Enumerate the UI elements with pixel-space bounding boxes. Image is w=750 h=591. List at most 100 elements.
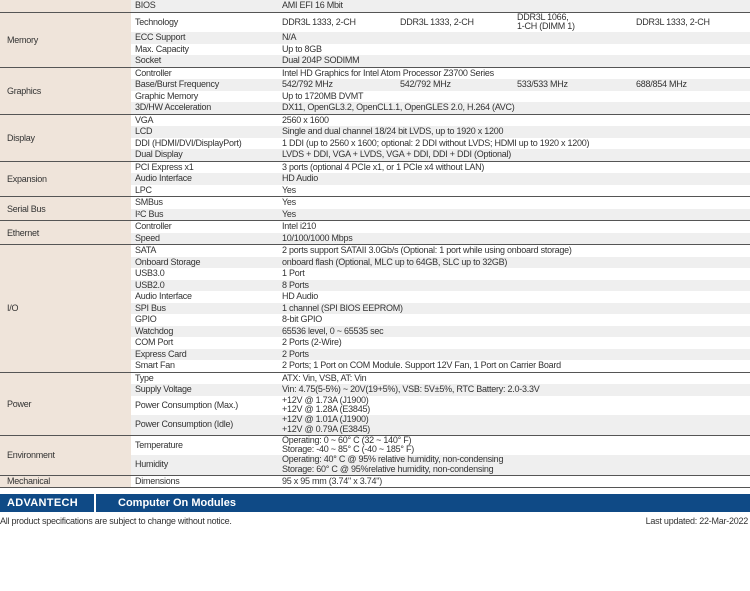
spec-label: LPC: [135, 184, 152, 195]
table-row: Express Card 2 Ports: [131, 348, 750, 360]
spec-value: Up to 1720MB DVMT: [282, 90, 364, 101]
spec-label: SMBus: [135, 197, 163, 207]
spec-value: 2 Ports: [282, 348, 309, 359]
spec-label: Dual Display: [135, 149, 183, 159]
group-rows: Technology DDR3L 1333, 2-CH DDR3L 1333, 2-…: [131, 11, 750, 67]
spec-value: 542/792 MHz: [282, 79, 333, 89]
table-row: Controller Intel HD Graphics for Intel At…: [131, 68, 750, 80]
group-rows: Controller Intel HD Graphics for Intel At…: [131, 68, 750, 114]
spec-value: DDR3L 1333, 2-CH: [400, 16, 474, 27]
table-row: Speed 10/100/1000 Mbps: [131, 232, 750, 244]
spec-value: 3 ports (optional 4 PCIe x1, or 1 PCIe x…: [282, 161, 485, 172]
group-rows: Type ATX: Vin, VSB, AT: Vin Supply Voltage…: [131, 373, 750, 435]
spec-label: SPI Bus: [135, 302, 166, 313]
spec-label: Graphic Memory: [135, 90, 199, 101]
spec-value: Vin: 4.75(5-5%) ~ 20V(19+5%), VSB: 5V±5%…: [282, 384, 540, 394]
spec-label: Controller: [135, 67, 172, 78]
group-rows: SMBus Yes I²C Bus Yes: [131, 197, 750, 220]
category-label: Memory: [0, 12, 131, 67]
spec-value: Intel i210: [282, 221, 317, 231]
table-row: Power Consumption (Idle) +12V @ 1.01A (J1…: [131, 415, 750, 435]
spec-value: Operating: 40° C @ 95% relative humidity…: [282, 454, 504, 474]
table-row: DDI (HDMI/DVI/DisplayPort) 1 DDI (up to 2…: [131, 138, 750, 150]
spec-label: USB2.0: [135, 279, 165, 290]
spec-label: Audio Interface: [135, 173, 192, 183]
spec-value: 1 Port: [282, 268, 305, 278]
table-row: Socket Dual 204P SODIMM: [131, 55, 750, 67]
spec-group: Serial Bus SMBus Yes I²C Bus Yes: [0, 197, 750, 221]
advantech-logo: ADVANTECH: [0, 494, 96, 512]
spec-group: Environment Temperature Operating: 0 ~ 60°…: [0, 434, 750, 476]
group-rows: Temperature Operating: 0 ~ 60° C (32 ~ 14…: [131, 434, 750, 475]
table-row: SPI Bus 1 channel (SPI BIOS EEPROM): [131, 302, 750, 314]
spec-value: 542/792 MHz: [400, 79, 451, 89]
spec-group: Expansion PCI Express x1 3 ports (optional…: [0, 161, 750, 197]
spec-label: 3D/HW Acceleration: [135, 102, 212, 112]
spec-label: Watchdog: [135, 325, 174, 336]
spec-label: Base/Burst Frequency: [135, 79, 220, 89]
spec-value: 688/854 MHz: [636, 79, 687, 89]
table-row: Dimensions 95 x 95 mm (3.74" x 3.74"): [131, 476, 750, 488]
spec-label: GPIO: [135, 314, 157, 324]
spec-value: HD Audio: [282, 173, 319, 183]
spec-label: I²C Bus: [135, 208, 164, 219]
spec-label: Speed: [135, 232, 160, 243]
spec-label: Onboard Storage: [135, 256, 201, 267]
group-rows: BIOS AMI EFI 16 Mbit: [131, 0, 750, 12]
table-row: USB3.0 1 Port: [131, 268, 750, 280]
spec-value: 2560 x 1600: [282, 114, 329, 125]
spec-value: DDR3L 1066, 1-CH (DIMM 1): [517, 11, 575, 32]
table-row: Audio Interface HD Audio: [131, 173, 750, 185]
spec-value: +12V @ 1.73A (J1900) +12V @ 1.28A (E3845…: [282, 394, 370, 415]
spec-label: DDI (HDMI/DVI/DisplayPort): [135, 137, 242, 148]
spec-label: Express Card: [135, 348, 187, 359]
group-rows: VGA 2560 x 1600 LCD Single and dual channel…: [131, 115, 750, 161]
table-row: Watchdog 65536 level, 0 ~ 65535 sec: [131, 325, 750, 337]
spec-group: Mechanical Dimensions 95 x 95 mm (3.74" x …: [0, 475, 750, 488]
spec-label: Audio Interface: [135, 291, 192, 301]
table-row: Graphic Memory Up to 1720MB DVMT: [131, 91, 750, 103]
spec-value: N/A: [282, 32, 297, 42]
group-rows: Dimensions 95 x 95 mm (3.74" x 3.74"): [131, 476, 750, 488]
table-row: Base/Burst Frequency 542/792 MHz 542/792 M…: [131, 79, 750, 91]
spec-label: Power Consumption (Idle): [135, 419, 234, 429]
spec-label: USB3.0: [135, 268, 165, 278]
spec-label: Power Consumption (Max.): [135, 399, 239, 410]
spec-value: Operating: 0 ~ 60° C (32 ~ 140° F) Stora…: [282, 434, 415, 455]
table-row: Onboard Storage onboard flash (Optional, …: [131, 256, 750, 268]
spec-value: 2 Ports; 1 Port on COM Module. Support 1…: [282, 360, 561, 370]
table-row: Type ATX: Vin, VSB, AT: Vin: [131, 373, 750, 385]
table-row: Technology DDR3L 1333, 2-CH DDR3L 1333, 2-…: [131, 11, 750, 33]
table-row: 3D/HW Acceleration DX11, OpenGL3.2, OpenC…: [131, 102, 750, 114]
spec-value: onboard flash (Optional, MLC up to 64GB,…: [282, 256, 508, 267]
table-row: Controller Intel i210: [131, 221, 750, 233]
table-row: VGA 2560 x 1600: [131, 115, 750, 127]
table-row: Humidity Operating: 40° C @ 95% relative …: [131, 455, 750, 475]
category-label: Ethernet: [0, 221, 131, 244]
spec-group: Memory Technology DDR3L 1333, 2-CH DDR3L 13…: [0, 11, 750, 68]
category-label: Display: [0, 114, 131, 161]
category-label: [0, 0, 131, 12]
spec-label: Temperature: [135, 439, 183, 450]
last-updated: Last updated: 22-Mar-2022: [645, 516, 749, 526]
table-row: Power Consumption (Max.) +12V @ 1.73A (J1…: [131, 394, 750, 416]
spec-label: Socket: [135, 55, 162, 65]
spec-label: Smart Fan: [135, 360, 175, 370]
category-label: Serial Bus: [0, 197, 131, 220]
spec-value: 8 Ports: [282, 279, 309, 290]
disclaimer-text: All product specifications are subject t…: [0, 516, 232, 526]
spec-label: BIOS: [135, 0, 156, 10]
table-row: PCI Express x1 3 ports (optional 4 PCIe x…: [131, 162, 750, 174]
footer-bar: ADVANTECH Computer On Modules: [0, 494, 750, 512]
spec-label: PCI Express x1: [135, 161, 194, 172]
table-row: I²C Bus Yes: [131, 208, 750, 220]
spec-value: 2 ports support SATAII 3.0Gb/s (Optional…: [282, 245, 572, 255]
category-label: Expansion: [0, 161, 131, 196]
table-row: LPC Yes: [131, 185, 750, 197]
spec-value: 1 DDI (up to 2560 x 1600; optional: 2 DD…: [282, 137, 590, 148]
spec-value: 2 Ports (2-Wire): [282, 337, 342, 347]
spec-value: DDR3L 1333, 2-CH: [636, 16, 710, 27]
spec-label: Technology: [135, 16, 179, 27]
table-row: USB2.0 8 Ports: [131, 279, 750, 291]
group-rows: PCI Express x1 3 ports (optional 4 PCIe x…: [131, 162, 750, 197]
